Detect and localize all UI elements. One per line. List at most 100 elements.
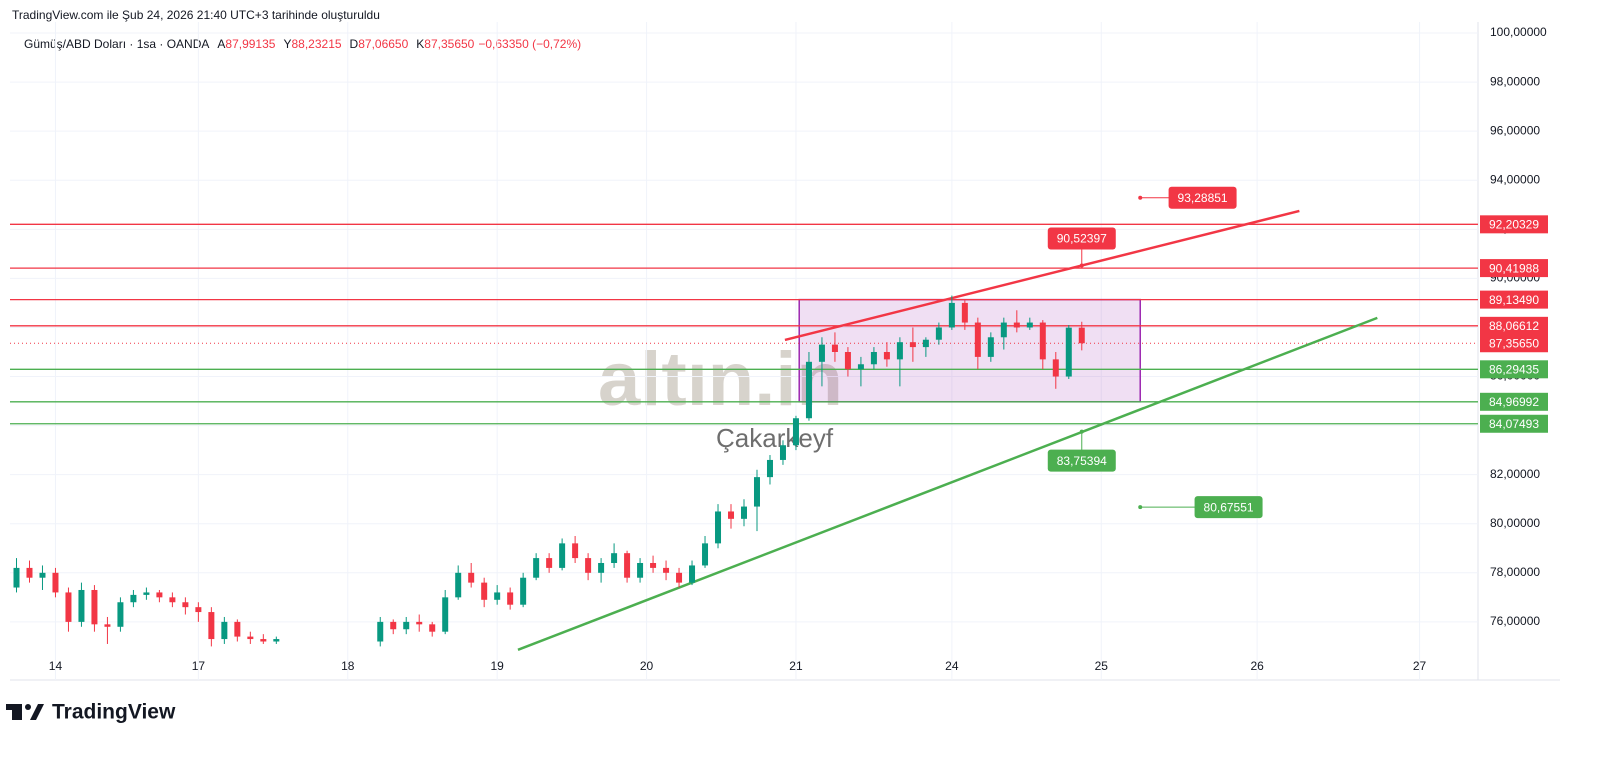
candle-body: [1078, 327, 1085, 344]
callout-box: [1047, 449, 1116, 472]
candle-body: [468, 572, 475, 583]
level-label: 89,13490: [1489, 293, 1539, 307]
candle-body: [598, 562, 605, 573]
candle-body: [1065, 327, 1072, 377]
y-tick-label: 76,00000: [1490, 614, 1540, 628]
candle-body: [416, 621, 423, 625]
candle-body: [948, 302, 955, 328]
candle-body: [182, 602, 189, 608]
candle-body: [39, 572, 46, 578]
candle-body: [195, 607, 202, 613]
y-tick-label: 100,00000: [1490, 25, 1547, 39]
candle-body: [987, 337, 994, 357]
candle-body: [702, 543, 709, 566]
candle-body: [1013, 322, 1020, 328]
brand: TradingView: [52, 701, 176, 724]
candle-body: [26, 567, 33, 578]
legend-item: A: [217, 37, 225, 51]
y-tick-label: 82,00000: [1490, 467, 1540, 481]
range-box: [798, 298, 1141, 403]
callout-point: [1079, 429, 1084, 434]
candle-body: [65, 592, 72, 622]
level-tag: [1480, 392, 1548, 411]
candle-body: [883, 351, 890, 360]
candle-body: [676, 572, 683, 583]
legend-text: Gümüş/ABD Doları · 1sa · OANDA A87,99135 Y…: [24, 37, 581, 51]
level-tag: [1480, 414, 1548, 433]
brand-logo: [6, 704, 44, 720]
callout-label: 93,28851: [1178, 191, 1228, 205]
candle-body: [572, 543, 579, 559]
candle-body: [455, 572, 462, 598]
candle-body: [1052, 359, 1059, 377]
x-tick-label: 20: [640, 659, 654, 673]
candle-body: [247, 636, 254, 640]
candle-body: [234, 621, 241, 637]
candle-body: [260, 639, 267, 642]
x-tick-label: 21: [789, 659, 803, 673]
legend-item: 88,23215: [291, 37, 341, 51]
callout-label: 90,52397: [1057, 232, 1107, 246]
callout-label: 80,67551: [1204, 500, 1254, 514]
x-tick-label: 26: [1250, 659, 1264, 673]
candle-body: [585, 558, 592, 573]
legend-item: 87,35650: [424, 37, 474, 51]
callout-box: [1047, 227, 1116, 250]
candle-body: [624, 553, 631, 578]
candle-body: [390, 621, 397, 630]
y-tick-label: 96,00000: [1490, 123, 1540, 137]
level-tag: [1480, 259, 1548, 278]
candle-body: [650, 562, 657, 568]
candle-body: [442, 597, 449, 632]
candle-body: [1026, 322, 1033, 328]
watermark: altın.in: [598, 337, 843, 422]
candle-body: [91, 589, 98, 625]
y-tick-label: 78,00000: [1490, 565, 1540, 579]
candle-body: [169, 597, 176, 603]
level-label: 90,41988: [1489, 261, 1539, 275]
candle-body: [507, 592, 514, 605]
created-note: TradingView.com ile Şub 24, 2026 21:40 U…: [12, 8, 380, 22]
y-tick-label: 80,00000: [1490, 516, 1540, 530]
candle-body: [922, 339, 929, 348]
candle-body: [728, 511, 735, 519]
level-tag: [1480, 215, 1548, 234]
candle-body: [857, 364, 864, 370]
candle-body: [130, 594, 137, 603]
legend-item: K: [416, 37, 424, 51]
candle-body: [663, 567, 670, 573]
callout-box: [1194, 496, 1263, 519]
candle-body: [741, 506, 747, 519]
candle-body: [961, 302, 968, 323]
candle-body: [831, 344, 838, 352]
candle-body: [104, 624, 111, 627]
x-tick-label: 24: [945, 659, 959, 673]
candle-body: [377, 621, 384, 642]
candle-body: [273, 639, 280, 642]
x-tick-label: 27: [1413, 659, 1427, 673]
level-tag: [1480, 290, 1548, 309]
legend-item: 87,99135: [225, 37, 275, 51]
candle-body: [689, 565, 696, 583]
trendline: [517, 316, 1378, 652]
last-price-label: 87,35650: [1489, 336, 1539, 350]
callout-box: [1168, 186, 1237, 209]
callout-label: 83,75394: [1057, 454, 1107, 468]
x-tick-label: 17: [192, 659, 206, 673]
candle-body: [156, 592, 163, 598]
legend-item: Y: [283, 37, 291, 51]
candle-body: [78, 589, 85, 622]
level-label: 92,20329: [1489, 218, 1539, 232]
candle-body: [52, 572, 59, 593]
candle-body: [117, 602, 124, 627]
candle-body: [520, 577, 527, 605]
author: Çakarkeyf: [716, 423, 834, 453]
level-tag: [1480, 316, 1548, 335]
candle-body: [208, 612, 215, 640]
level-label: 86,29435: [1489, 362, 1539, 376]
candle-body: [559, 543, 566, 568]
candle-body: [403, 621, 410, 630]
candles: [13, 295, 1085, 647]
candle-body: [766, 459, 773, 478]
y-tick-label: 94,00000: [1490, 172, 1540, 186]
